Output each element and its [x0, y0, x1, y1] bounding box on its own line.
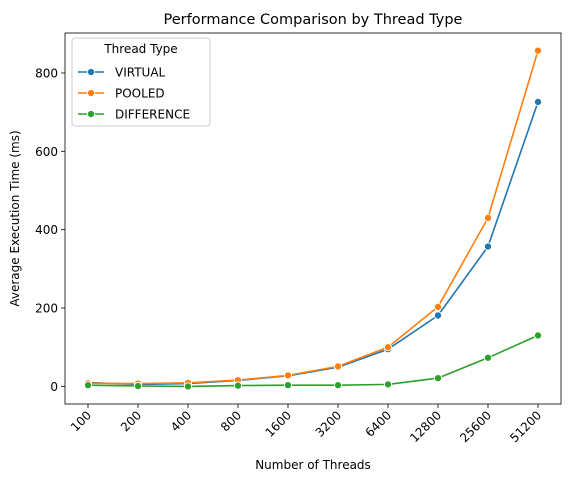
data-point	[533, 331, 543, 340]
data-point	[483, 242, 493, 251]
data-point	[433, 302, 443, 311]
legend-label: VIRTUAL	[115, 66, 166, 80]
data-point	[433, 311, 443, 320]
series-line	[87, 334, 539, 388]
series-line	[87, 50, 539, 385]
legend-marker	[86, 109, 96, 119]
plot-frame	[64, 32, 562, 405]
x-tick-label: 200	[118, 408, 144, 434]
data-point	[333, 362, 343, 371]
legend-label: DIFFERENCE	[115, 108, 190, 122]
data-point	[433, 374, 443, 383]
plot-area	[64, 32, 562, 405]
chart-title: Performance Comparison by Thread Type	[164, 12, 463, 28]
data-point	[383, 343, 393, 352]
y-tick-label: 800	[35, 66, 58, 80]
x-tick-label: 400	[168, 408, 194, 434]
legend: Thread Type VIRTUAL POOLED DIFFERENCE	[71, 37, 211, 127]
x-tick-label: 25600	[457, 408, 494, 445]
data-point	[183, 382, 193, 391]
legend-marker	[86, 88, 96, 98]
x-tick-label: 3200	[313, 408, 344, 439]
x-tick-label: 100	[68, 408, 94, 434]
y-tick-label: 0	[50, 380, 58, 394]
legend-item: DIFFERENCE	[78, 108, 190, 122]
data-point	[333, 381, 343, 390]
data-point	[483, 353, 493, 362]
x-tick-label: 51200	[507, 408, 544, 445]
data-point	[233, 381, 243, 390]
series-difference	[83, 331, 543, 391]
legend-label: POOLED	[115, 87, 165, 101]
data-point	[283, 381, 293, 390]
legend-box	[71, 37, 211, 127]
data-point	[383, 380, 393, 389]
x-axis-label: Number of Threads	[255, 458, 371, 472]
y-axis: 0 200 400 600 800	[35, 66, 65, 394]
y-axis-label: Average Execution Time (ms)	[8, 130, 22, 306]
legend-title: Thread Type	[103, 42, 177, 56]
y-tick-label: 400	[35, 223, 58, 237]
legend-marker	[86, 67, 96, 77]
x-tick-label: 12800	[407, 408, 444, 445]
data-point	[83, 381, 93, 390]
data-point	[283, 371, 293, 380]
data-point	[533, 46, 543, 55]
x-tick-label: 6400	[363, 408, 394, 439]
y-tick-label: 200	[35, 302, 58, 316]
x-tick-label: 800	[218, 408, 244, 434]
legend-item: POOLED	[78, 87, 165, 101]
series-line	[87, 101, 539, 386]
x-axis: 100 200 400 800 1600 3200 6400 12800 25600 51200	[68, 404, 544, 445]
data-point	[483, 213, 493, 222]
data-point	[133, 381, 143, 391]
data-point	[533, 97, 543, 107]
x-tick-label: 1600	[263, 408, 294, 439]
series-layer	[83, 46, 543, 391]
y-tick-label: 600	[35, 145, 58, 159]
legend-item: VIRTUAL	[78, 66, 166, 80]
